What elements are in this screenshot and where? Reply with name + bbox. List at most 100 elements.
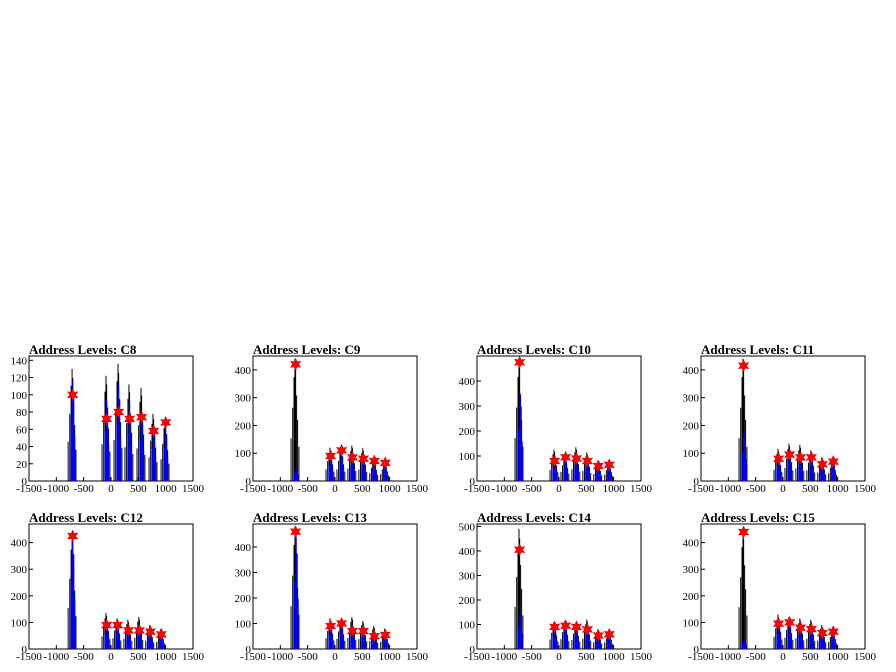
- x-tick-label: 500: [802, 651, 819, 663]
- level-marker: [816, 626, 829, 640]
- level-marker: [513, 355, 526, 369]
- x-tick-label: 1500: [854, 483, 877, 495]
- x-tick-label: 1000: [379, 651, 402, 663]
- y-tick-label: 200: [683, 591, 700, 603]
- x-tick-label: -1500: [688, 483, 714, 495]
- level-marker: [827, 454, 840, 469]
- chart-title: Address Levels: C12: [29, 510, 143, 525]
- level-marker: [816, 457, 829, 471]
- chart-title: Address Levels: C14: [477, 510, 591, 525]
- x-tick-label: 1500: [854, 651, 877, 663]
- x-tick-label: -1000: [491, 651, 517, 663]
- level-marker: [559, 619, 572, 633]
- level-marker: [357, 624, 370, 638]
- y-tick-label: 400: [11, 538, 28, 550]
- x-tick-label: 500: [130, 483, 147, 495]
- y-tick-label: 500: [459, 521, 476, 533]
- plot-frame: [476, 523, 642, 650]
- y-tick-label: 60: [16, 424, 28, 436]
- y-tick-label: 300: [459, 401, 476, 413]
- chart-panel: Address Levels: C11 0 100 200 300 400 -1500 -10…: [683, 342, 877, 495]
- x-tick-label: 1000: [827, 483, 850, 495]
- x-tick-label: 1500: [406, 651, 429, 663]
- level-marker: [335, 443, 348, 458]
- x-tick-label: -1500: [240, 483, 266, 495]
- x-tick-label: -500: [522, 483, 543, 495]
- level-marker: [368, 629, 381, 643]
- level-marker: [559, 450, 572, 464]
- x-tick-label: 1000: [603, 651, 626, 663]
- y-tick-label: 400: [235, 365, 252, 377]
- level-marker: [144, 625, 157, 639]
- level-marker: [794, 450, 807, 465]
- level-marker: [335, 616, 348, 631]
- chart-panel: Address Levels: C10 0 100 200 300 400 -1500 -10…: [459, 342, 653, 495]
- x-tick-label: -1000: [715, 651, 741, 663]
- x-tick-label: -1000: [491, 483, 517, 495]
- y-tick-label: 400: [459, 546, 476, 558]
- level-marker: [581, 454, 594, 468]
- y-tick-label: 300: [683, 393, 700, 405]
- level-marker: [794, 621, 807, 635]
- x-tick-label: 0: [556, 651, 562, 663]
- x-tick-label: -1500: [688, 651, 714, 663]
- level-marker: [66, 529, 79, 543]
- level-marker: [122, 623, 135, 638]
- x-tick-label: -500: [746, 651, 767, 663]
- chart-panel: Address Levels: C14 0 100 200 300 400 500 -1500…: [459, 510, 653, 663]
- plot-frame: [28, 355, 194, 482]
- level-marker: [357, 452, 370, 466]
- plot-frame: [700, 523, 866, 650]
- x-tick-label: -1000: [267, 483, 293, 495]
- y-tick-label: 140: [11, 355, 28, 367]
- level-marker: [603, 458, 616, 472]
- x-tick-label: 1500: [630, 483, 653, 495]
- y-tick-label: 300: [683, 564, 700, 576]
- x-tick-label: 0: [556, 483, 562, 495]
- level-marker: [100, 618, 113, 632]
- chart-panel: Address Levels: C12 0 100 200 300 400 -1500 -10…: [11, 510, 205, 663]
- y-tick-label: 100: [459, 451, 476, 463]
- x-tick-label: 0: [108, 651, 114, 663]
- x-tick-label: -1500: [240, 651, 266, 663]
- x-tick-label: -500: [74, 651, 95, 663]
- level-marker: [324, 619, 337, 633]
- x-tick-label: 0: [332, 483, 338, 495]
- level-marker: [346, 624, 359, 638]
- plot-frame: [28, 523, 194, 650]
- level-marker: [379, 456, 392, 470]
- level-marker: [346, 450, 359, 465]
- y-tick-label: 100: [235, 448, 252, 460]
- x-tick-label: 1000: [603, 483, 626, 495]
- level-marker: [135, 410, 148, 424]
- x-tick-label: -1500: [16, 651, 42, 663]
- x-tick-label: 500: [802, 483, 819, 495]
- y-tick-label: 40: [16, 442, 28, 454]
- level-marker: [603, 627, 616, 641]
- x-tick-label: -1500: [464, 651, 490, 663]
- x-tick-label: 500: [578, 651, 595, 663]
- x-tick-label: -1500: [16, 483, 42, 495]
- y-tick-label: 0: [246, 644, 252, 656]
- level-marker: [805, 622, 818, 636]
- chart-title: Address Levels: C9: [253, 342, 361, 357]
- plot-frame: [252, 355, 418, 482]
- level-marker: [737, 359, 750, 373]
- y-tick-label: 200: [11, 591, 28, 603]
- y-tick-label: 100: [235, 618, 252, 630]
- level-marker: [548, 454, 561, 468]
- chart-title: Address Levels: C15: [701, 510, 815, 525]
- plot-frame: [476, 355, 642, 482]
- y-tick-label: 300: [235, 567, 252, 579]
- plot-frame: [700, 355, 866, 482]
- level-marker: [159, 415, 172, 430]
- x-tick-label: -1000: [43, 483, 69, 495]
- level-marker: [772, 452, 785, 466]
- chart-panel: Address Levels: C13 0 100 200 300 400 -1500 -10…: [235, 510, 429, 663]
- level-marker: [783, 615, 796, 630]
- y-tick-label: 0: [22, 644, 28, 656]
- x-tick-label: 1000: [379, 483, 402, 495]
- x-tick-label: -1000: [43, 651, 69, 663]
- chart-title: Address Levels: C11: [701, 342, 814, 357]
